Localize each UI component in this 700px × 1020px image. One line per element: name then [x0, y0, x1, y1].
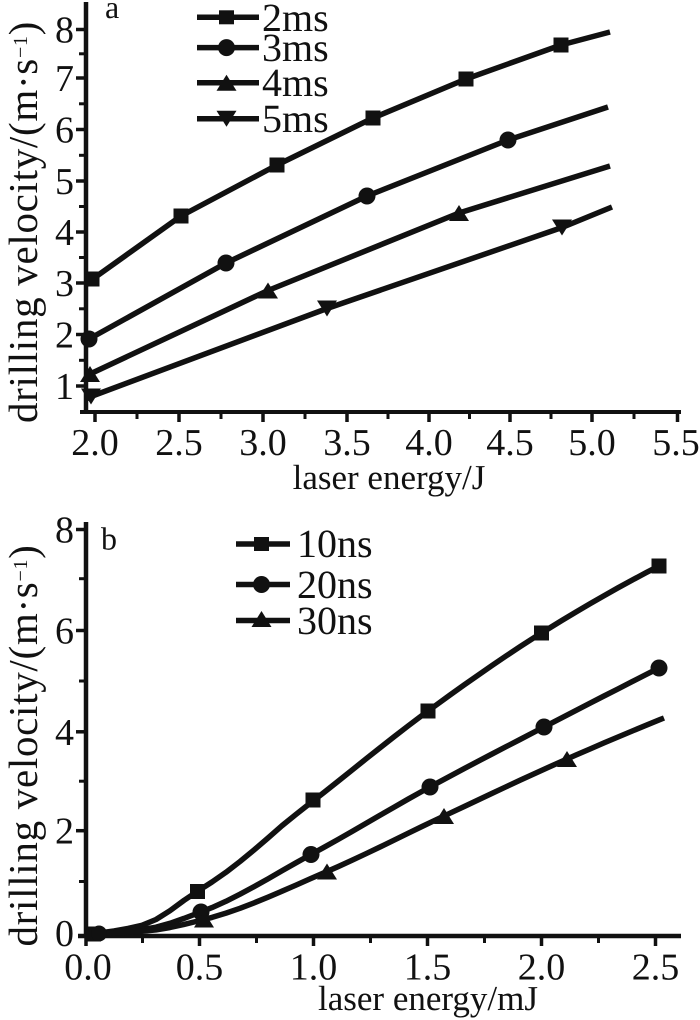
svg-text:0.0: 0.0: [64, 947, 112, 989]
svg-text:2: 2: [55, 811, 74, 853]
svg-text:2: 2: [55, 315, 74, 357]
svg-text:5ms: 5ms: [262, 96, 329, 141]
svg-text:3ms: 3ms: [262, 25, 329, 70]
svg-text:4.5: 4.5: [486, 422, 534, 464]
svg-text:0: 0: [55, 913, 74, 955]
svg-text:4: 4: [55, 212, 74, 254]
svg-text:7: 7: [55, 58, 74, 100]
svg-text:2.5: 2.5: [155, 422, 203, 464]
svg-text:30ns: 30ns: [297, 598, 373, 643]
svg-text:8: 8: [55, 10, 74, 52]
svg-text:3.5: 3.5: [323, 422, 371, 464]
svg-text:drilling velocity/(m·s−1): drilling velocity/(m·s−1): [0, 21, 46, 423]
svg-text:6: 6: [55, 110, 74, 152]
svg-text:4: 4: [55, 712, 74, 754]
svg-text:20ns: 20ns: [297, 562, 373, 607]
svg-text:2.0: 2.0: [518, 947, 566, 989]
svg-text:2.5: 2.5: [632, 947, 680, 989]
svg-text:3.0: 3.0: [239, 422, 287, 464]
svg-text:laser energy/J: laser energy/J: [293, 458, 486, 497]
svg-text:b: b: [101, 521, 117, 557]
svg-text:2ms: 2ms: [262, 0, 329, 40]
svg-text:3: 3: [55, 263, 74, 305]
svg-text:10ns: 10ns: [297, 521, 373, 566]
svg-text:5.5: 5.5: [652, 422, 700, 464]
svg-text:laser energy/mJ: laser energy/mJ: [318, 979, 538, 1018]
svg-text:a: a: [105, 0, 119, 25]
svg-text:5.0: 5.0: [568, 422, 616, 464]
svg-text:4ms: 4ms: [262, 60, 329, 105]
svg-text:1.0: 1.0: [290, 947, 338, 989]
svg-text:8: 8: [55, 510, 74, 552]
svg-text:drilling velocity/(m·s−1): drilling velocity/(m·s−1): [0, 544, 46, 946]
svg-text:2.0: 2.0: [71, 422, 119, 464]
svg-text:5: 5: [55, 161, 74, 203]
svg-text:6: 6: [55, 611, 74, 653]
svg-text:4.0: 4.0: [405, 422, 453, 464]
svg-text:1: 1: [55, 366, 74, 408]
svg-text:0.5: 0.5: [176, 947, 224, 989]
svg-text:1.5: 1.5: [404, 947, 452, 989]
